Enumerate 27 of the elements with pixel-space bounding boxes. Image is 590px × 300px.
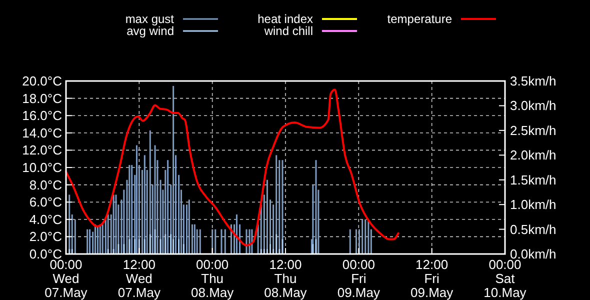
y2-tick-label: 1.0km/h [510, 197, 556, 212]
y-tick-label: 12.0°C [22, 142, 62, 158]
x-tick-label: 00:00 Thu 08.May [191, 257, 234, 300]
y2-tick-label: 0.5km/h [510, 222, 556, 237]
legend-label: wind chill [263, 24, 313, 38]
y-tick-label: 2.0°C [29, 229, 62, 244]
legend-label: max gust [125, 12, 175, 26]
x-tick-label: 00:00 Fri 09.May [337, 257, 380, 300]
y-tick-label: 10.0°C [22, 160, 62, 175]
legend-label: heat index [258, 12, 313, 26]
y2-tick-label: 3.0km/h [510, 98, 556, 114]
legend-label: avg wind [126, 24, 174, 38]
y-tick-label: 6.0°C [29, 194, 62, 210]
x-tick-label: 12:00 Thu 08.May [264, 257, 308, 300]
y-tick-label: 20.0°C [22, 74, 62, 88]
x-tick-label: 12:00 Fri 09.May [410, 257, 454, 300]
y-tick-label: 16.0°C [22, 108, 62, 124]
y2-tick-label: 2.0km/h [510, 148, 556, 163]
y-tick-label: 18.0°C [22, 90, 62, 106]
y2-tick-label: 2.5km/h [510, 122, 556, 138]
y-tick-label: 8.0°C [29, 177, 62, 192]
y-tick-label: 4.0°C [29, 212, 62, 227]
legend-label: temperature [387, 12, 452, 26]
y-tick-label: 14.0°C [22, 125, 62, 140]
y2-tick-label: 3.5km/h [510, 74, 556, 88]
y2-tick-label: 1.5km/h [510, 172, 556, 188]
x-tick-label: 12:00 Wed 07.May [118, 257, 161, 300]
